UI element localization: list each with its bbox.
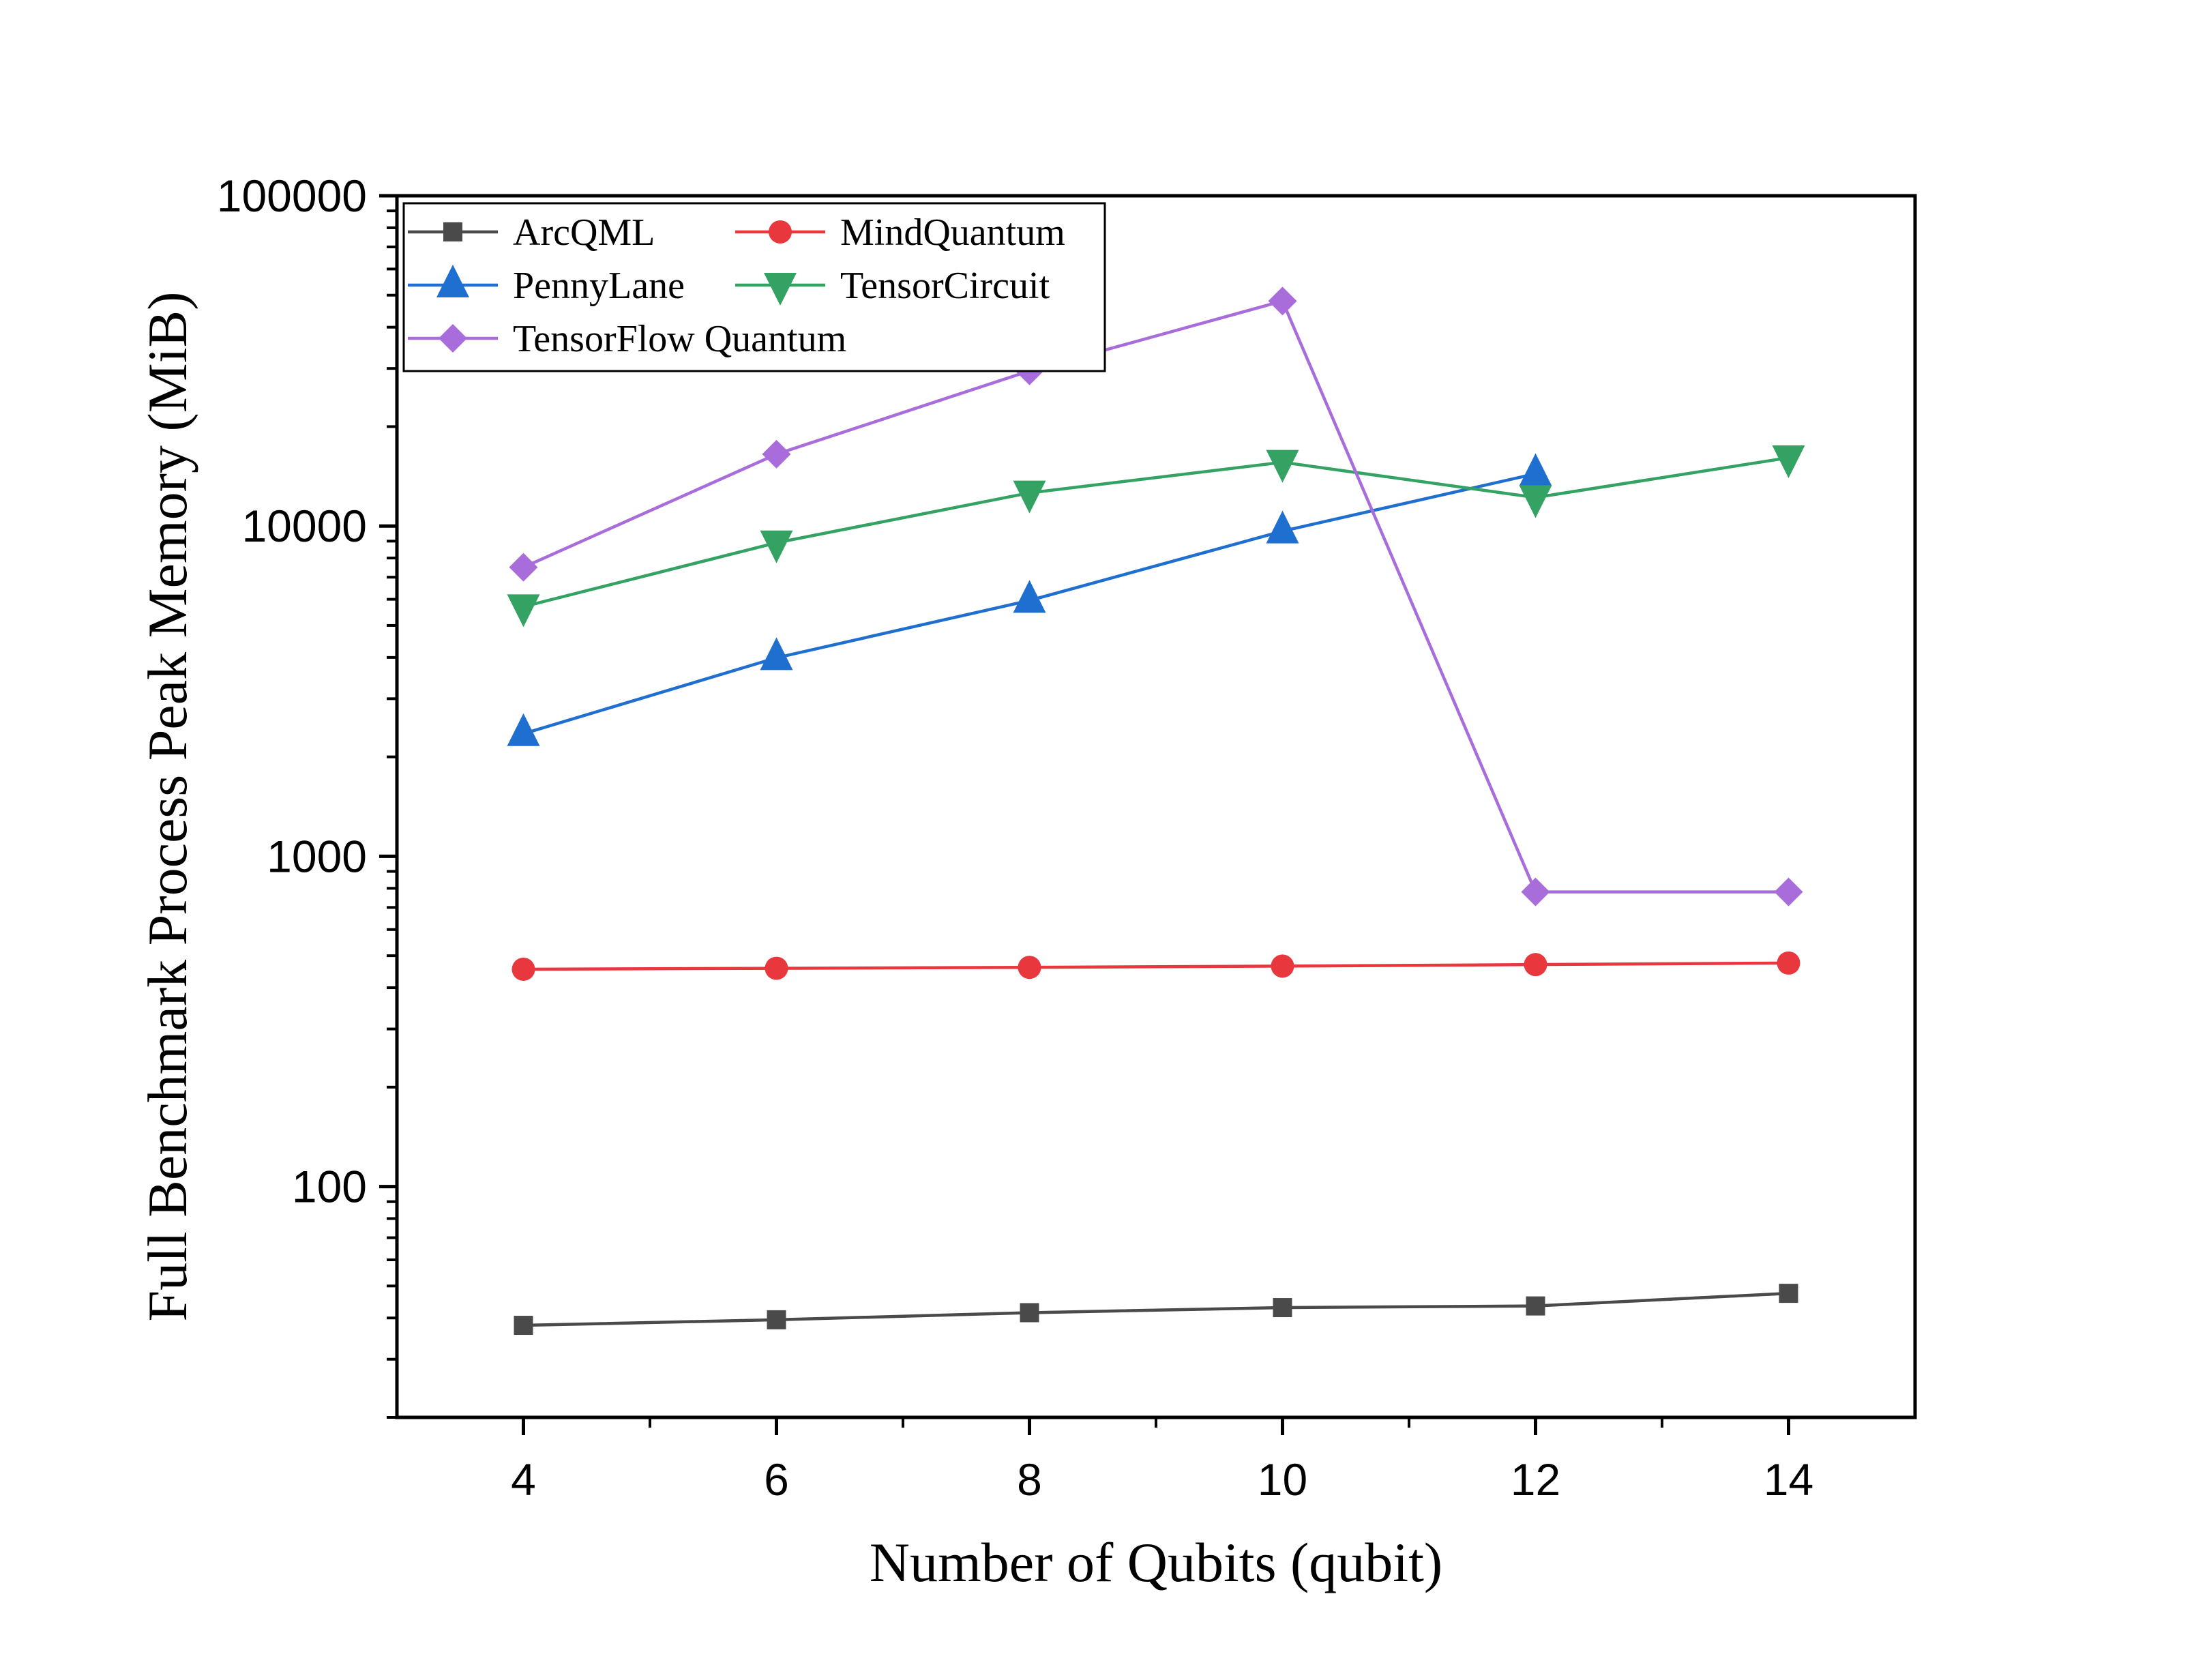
legend: ArcQML MindQuantum PennyLane TensorCircuit T…	[402, 202, 1106, 372]
legend-label: PennyLane	[513, 265, 685, 307]
data-point	[1519, 485, 1552, 518]
data-point	[760, 530, 793, 563]
legend-item: ArcQML	[408, 211, 655, 254]
x-tick-label: 12	[1511, 1454, 1560, 1505]
x-axis-title: Number of Qubits (qubit)	[870, 1531, 1442, 1593]
series-line	[523, 961, 1789, 971]
y-tick-label: 10000	[241, 501, 367, 551]
legend-marker	[769, 220, 792, 244]
data-point	[1521, 877, 1550, 907]
x-tick-label: 8	[1017, 1454, 1042, 1505]
series-layer	[507, 286, 1805, 1336]
data-point	[765, 956, 788, 980]
data-point	[1018, 956, 1041, 979]
x-tick-label: 14	[1764, 1454, 1813, 1505]
y-tick-label: 100000	[217, 171, 367, 221]
series-mindquantum	[512, 951, 1800, 981]
series-arcqml	[514, 1284, 1798, 1336]
data-point	[1777, 951, 1800, 975]
y-axis-title: Full Benchmark Process Peak Memory (MiB)	[136, 292, 198, 1322]
data-point	[1020, 1303, 1039, 1323]
series-line	[522, 299, 1789, 894]
data-point	[760, 637, 793, 670]
series-line	[523, 1291, 1789, 1327]
series-pennylane	[507, 453, 1552, 746]
data-point	[762, 439, 791, 469]
data-point	[1526, 1296, 1545, 1316]
data-point	[1772, 445, 1805, 479]
data-point	[1524, 953, 1547, 977]
y-tick-label: 1000	[267, 831, 367, 881]
data-point	[509, 552, 538, 582]
data-point	[1774, 877, 1803, 907]
data-point	[1266, 510, 1299, 544]
legend-label: ArcQML	[513, 211, 655, 254]
legend-label: MindQuantum	[840, 211, 1065, 254]
legend-item: MindQuantum	[735, 211, 1065, 254]
data-point	[514, 1316, 533, 1336]
data-point	[1779, 1284, 1798, 1303]
data-point	[1266, 450, 1299, 483]
data-point	[507, 713, 540, 746]
data-point	[1271, 954, 1294, 978]
legend-item: TensorCircuit	[735, 265, 1050, 307]
series-tensorcircuit	[507, 445, 1805, 628]
legend-item: PennyLane	[408, 265, 685, 307]
legend-label: TensorFlow Quantum	[513, 318, 846, 360]
series-line	[522, 456, 1789, 608]
data-point	[1268, 286, 1297, 316]
data-point	[512, 957, 535, 981]
data-point	[1013, 580, 1046, 613]
data-point	[1519, 453, 1552, 486]
legend-label: TensorCircuit	[840, 265, 1050, 307]
legend-marker	[439, 324, 467, 353]
data-point	[1273, 1298, 1292, 1318]
legend-marker	[436, 265, 469, 297]
legend-marker	[443, 222, 462, 241]
x-tick-label: 10	[1258, 1454, 1307, 1505]
data-point	[507, 594, 540, 628]
x-tick-label: 6	[764, 1454, 789, 1505]
y-tick-label: 100	[292, 1162, 367, 1212]
axes-layer: 4 6 8 10 12 14 100 1000 10000 100000	[217, 171, 1917, 1505]
data-point	[1013, 480, 1046, 514]
x-tick-label: 4	[511, 1454, 536, 1505]
legend-marker	[764, 273, 797, 306]
data-point	[767, 1310, 786, 1329]
legend-item: TensorFlow Quantum	[408, 318, 846, 360]
